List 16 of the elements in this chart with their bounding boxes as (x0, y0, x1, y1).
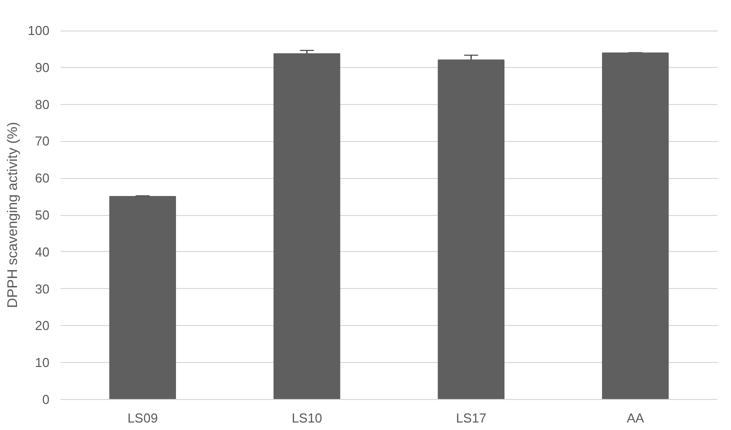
y-tick-label: 80 (35, 96, 50, 112)
x-tick-label: LS09 (127, 410, 158, 426)
y-tick-label: 40 (35, 244, 50, 260)
y-tick-label: 50 (35, 208, 50, 222)
y-tick-label: 90 (35, 60, 50, 75)
x-tick-label: LS10 (292, 410, 322, 426)
y-tick-label: 0 (42, 392, 50, 407)
y-tick-label: 20 (35, 318, 50, 334)
x-tick-label: LS17 (456, 410, 486, 426)
y-tick-label: 30 (35, 281, 50, 296)
y-tick-label: 70 (35, 134, 50, 149)
x-tick-label: AA (626, 410, 644, 426)
y-tick-label: 60 (35, 170, 50, 186)
y-axis-title: DPPH scavenging activity (%) (4, 122, 20, 308)
y-tick-label: 10 (35, 355, 50, 370)
y-tick-label: 100 (28, 23, 50, 38)
